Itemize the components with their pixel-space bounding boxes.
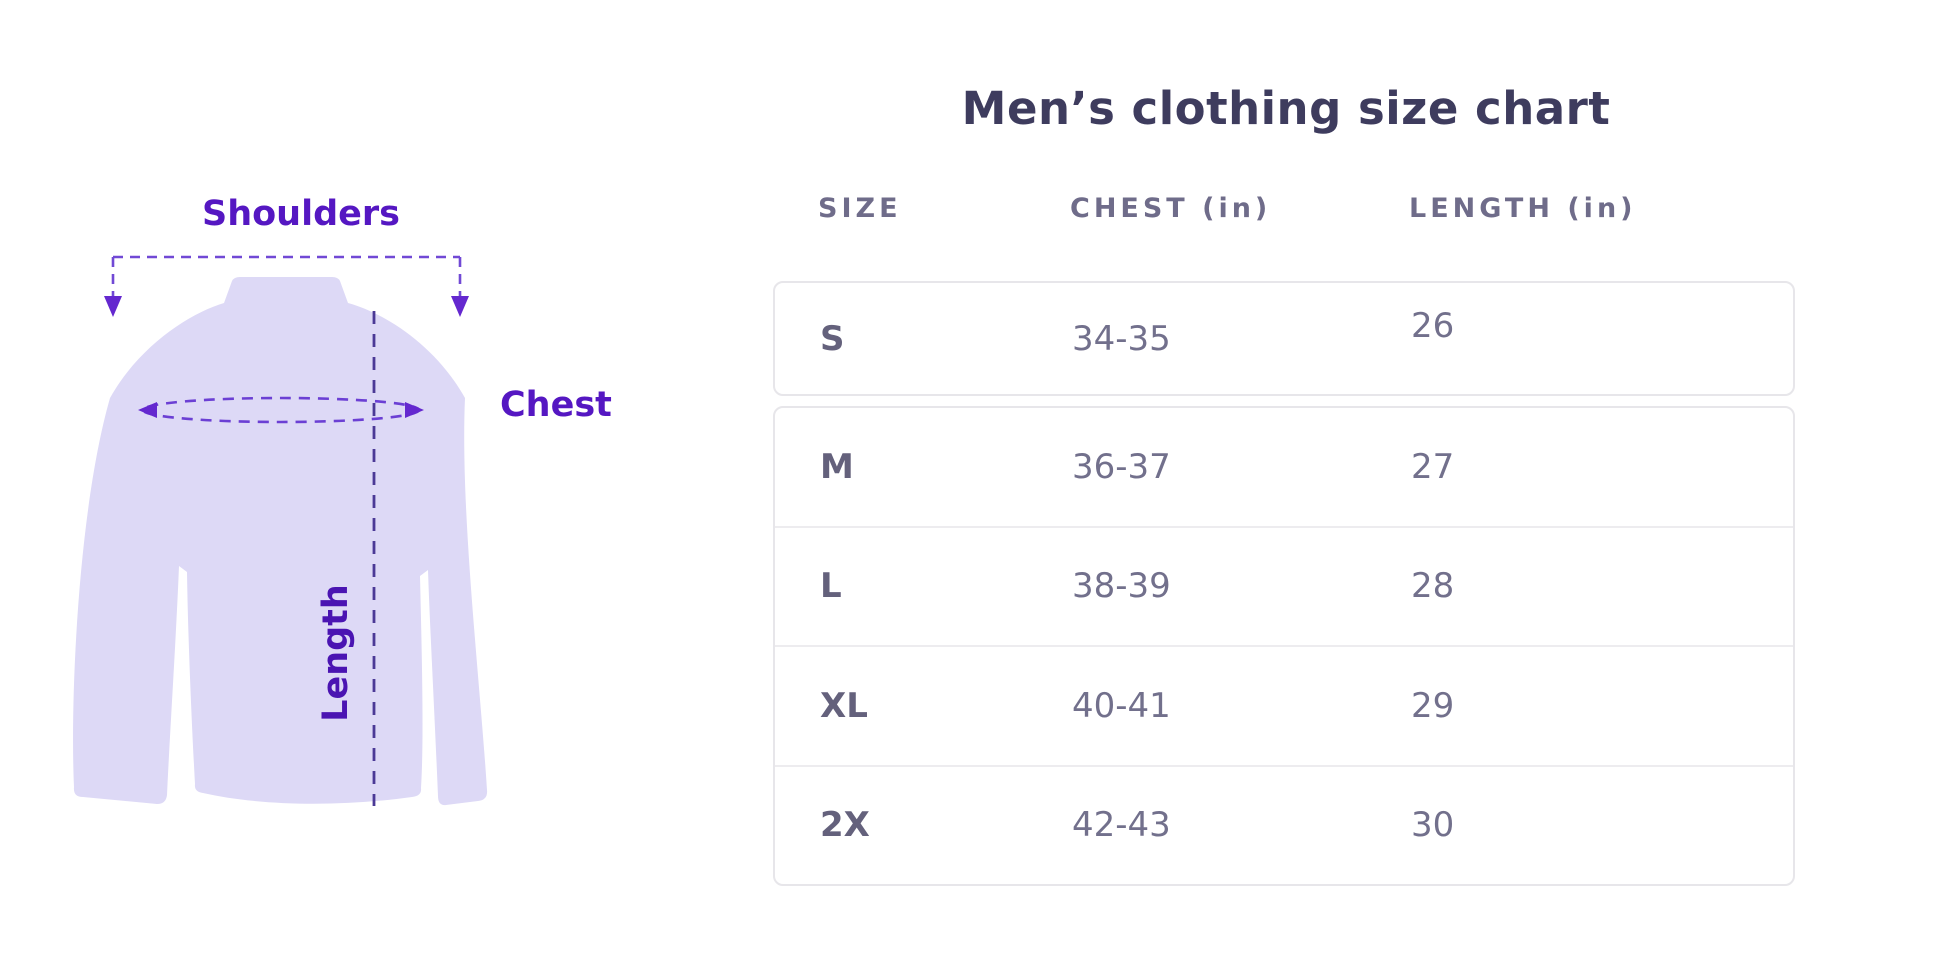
shoulders-arrowheads [104, 296, 469, 317]
column-header-size: SIZE [818, 193, 902, 224]
chest-label: Chest [500, 385, 612, 425]
table-box-bottom: M 36-37 27 L 38-39 28 XL 40-41 29 2X 42-… [773, 406, 1795, 886]
length-cell: 27 [1411, 446, 1455, 487]
size-cell: L [820, 566, 842, 607]
size-cell: XL [820, 685, 868, 726]
length-cell: 26 [1411, 305, 1455, 346]
column-header-length: LENGTH (in) [1409, 193, 1637, 224]
table-row: S 34-35 26 [775, 283, 1793, 394]
table-header-row: SIZE CHEST (in) LENGTH (in) [773, 193, 1799, 233]
page-title: Men’s clothing size chart [961, 82, 1611, 135]
size-cell: S [820, 318, 845, 359]
table-row: XL 40-41 29 [775, 645, 1793, 765]
table-row: M 36-37 27 [775, 408, 1793, 526]
shoulders-measure-line [111, 255, 462, 296]
chest-measure-ellipse [138, 396, 424, 424]
table-row: 2X 42-43 30 [775, 764, 1793, 885]
length-cell: 29 [1411, 685, 1455, 726]
size-cell: M [820, 446, 854, 487]
length-cell: 30 [1411, 805, 1455, 846]
length-cell: 28 [1411, 566, 1455, 607]
shirt-silhouette-shape [73, 277, 488, 806]
chest-cell: 40-41 [1072, 685, 1171, 726]
shoulders-label: Shoulders [202, 194, 400, 234]
column-header-chest: CHEST (in) [1070, 193, 1272, 224]
chest-cell: 38-39 [1072, 566, 1171, 607]
chest-cell: 42-43 [1072, 805, 1171, 846]
length-label: Length [316, 584, 356, 722]
table-box-top: S 34-35 26 [773, 281, 1795, 396]
table-row: L 38-39 28 [775, 525, 1793, 646]
size-cell: 2X [820, 805, 870, 846]
chest-cell: 34-35 [1072, 318, 1171, 359]
shirt-illustration [73, 255, 488, 806]
chest-cell: 36-37 [1072, 446, 1171, 487]
